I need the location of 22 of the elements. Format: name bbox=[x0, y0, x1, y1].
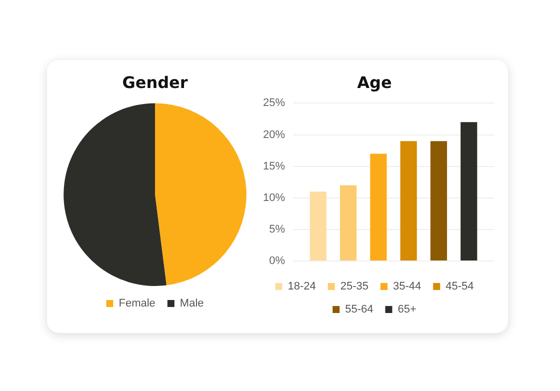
legend-label: 55-64 bbox=[345, 304, 374, 316]
chart-title: Gender bbox=[122, 72, 188, 92]
legend-label: 35-44 bbox=[393, 280, 422, 293]
bar bbox=[370, 154, 387, 260]
legend-label: 18-24 bbox=[288, 280, 316, 293]
legend-label: 45-54 bbox=[446, 280, 474, 293]
y-tick-label: 15% bbox=[262, 160, 286, 172]
legend-label: Female bbox=[118, 298, 156, 310]
bar bbox=[430, 141, 448, 260]
legend-label: 25-35 bbox=[340, 280, 369, 293]
y-tick-label: 10% bbox=[262, 192, 286, 204]
y-tick-label: 0% bbox=[269, 255, 286, 268]
chart-title: Age bbox=[357, 72, 392, 92]
legend-label: Male bbox=[180, 298, 204, 310]
y-tick-label: 5% bbox=[269, 223, 286, 236]
y-tick-label: 25% bbox=[262, 97, 286, 110]
bar bbox=[400, 141, 417, 260]
legend-label: 65+ bbox=[398, 304, 416, 316]
bar bbox=[340, 185, 357, 260]
bar bbox=[310, 192, 326, 260]
bar bbox=[460, 122, 478, 260]
y-tick-label: 20% bbox=[262, 128, 286, 141]
